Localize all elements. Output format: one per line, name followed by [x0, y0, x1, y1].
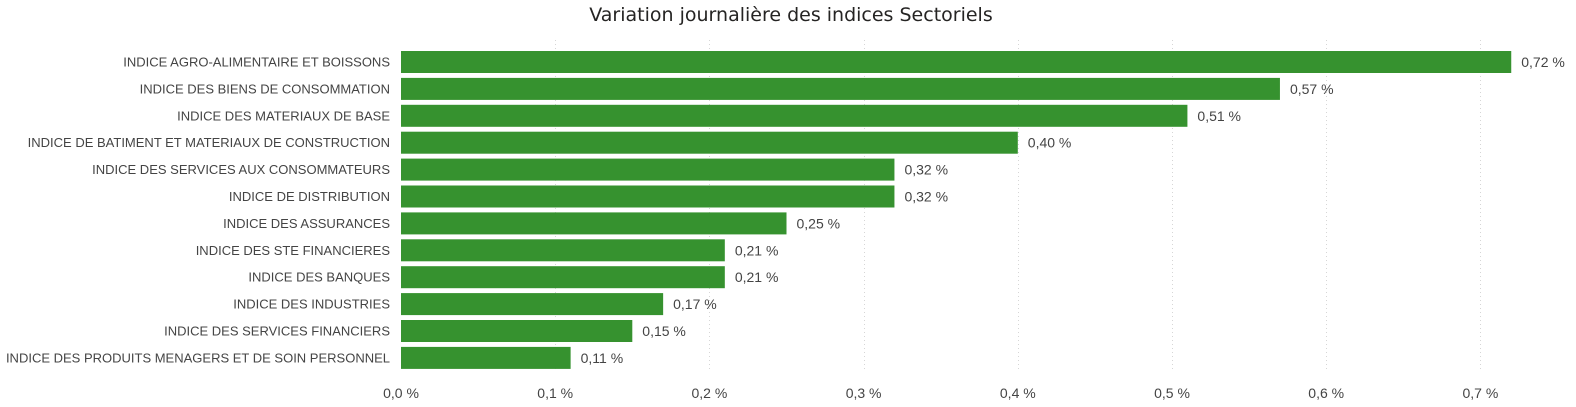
data-label: 0,21 %	[735, 242, 779, 258]
value-labels: 0,72 % 0,57 % 0,51 % 0,40 % 0,32 % 0,32 % 0,25…	[581, 54, 1565, 366]
gridlines	[555, 40, 1481, 372]
bar[interactable]	[401, 158, 895, 181]
x-tick-label: 0,5 %	[1154, 385, 1190, 401]
data-label: 0,40 %	[1028, 135, 1072, 151]
category-label: INDICE DES STE FINANCIERES	[196, 243, 391, 258]
bar[interactable]	[401, 293, 664, 316]
x-tick-label: 0,2 %	[691, 385, 727, 401]
category-label: INDICE DE DISTRIBUTION	[229, 189, 390, 204]
bar[interactable]	[401, 77, 1280, 100]
data-label: 0,57 %	[1290, 81, 1334, 97]
data-label: 0,72 %	[1521, 54, 1565, 70]
bar[interactable]	[401, 266, 725, 289]
category-label: INDICE DES BIENS DE CONSOMMATION	[140, 81, 390, 96]
data-label: 0,51 %	[1197, 108, 1241, 124]
bar[interactable]	[401, 212, 787, 235]
data-label: 0,32 %	[904, 189, 948, 205]
x-tick-label: 0,0 %	[383, 385, 419, 401]
chart-title: Variation journalière des indices Sector…	[589, 4, 992, 26]
x-tick-label: 0,1 %	[537, 385, 573, 401]
bar[interactable]	[401, 104, 1188, 127]
data-label: 0,17 %	[673, 296, 717, 312]
bar[interactable]	[401, 51, 1512, 73]
category-label: INDICE AGRO-ALIMENTAIRE ET BOISSONS	[123, 55, 390, 70]
x-tick-label: 0,4 %	[1000, 385, 1036, 401]
x-tick-label: 0,3 %	[846, 385, 882, 401]
bars	[401, 51, 1512, 369]
x-tick-label: 0,6 %	[1308, 385, 1344, 401]
x-axis-ticks: 0,0 % 0,1 % 0,2 % 0,3 % 0,4 % 0,5 % 0,6 % 0,7 %	[383, 385, 1498, 401]
category-label: INDICE DES SERVICES FINANCIERS	[164, 324, 390, 339]
data-label: 0,32 %	[904, 162, 948, 178]
category-label: INDICE DE BATIMENT ET MATERIAUX DE CONST…	[28, 135, 390, 150]
data-label: 0,25 %	[797, 215, 841, 231]
data-label: 0,21 %	[735, 269, 779, 285]
data-label: 0,15 %	[642, 323, 686, 339]
category-label: INDICE DES BANQUES	[248, 270, 390, 285]
bar[interactable]	[401, 239, 725, 262]
bar[interactable]	[401, 346, 571, 369]
category-label: INDICE DES PRODUITS MENAGERS ET DE SOIN …	[6, 350, 390, 365]
category-label: INDICE DES ASSURANCES	[223, 216, 390, 231]
data-label: 0,11 %	[581, 350, 624, 366]
x-tick-label: 0,7 %	[1462, 385, 1498, 401]
category-label: INDICE DES INDUSTRIES	[233, 297, 390, 312]
bar[interactable]	[401, 131, 1018, 154]
bar[interactable]	[401, 185, 895, 208]
category-labels: INDICE AGRO-ALIMENTAIRE ET BOISSONS INDIC…	[6, 55, 390, 366]
category-label: INDICE DES SERVICES AUX CONSOMMATEURS	[92, 162, 390, 177]
bar[interactable]	[401, 320, 633, 342]
category-label: INDICE DES MATERIAUX DE BASE	[177, 108, 390, 123]
